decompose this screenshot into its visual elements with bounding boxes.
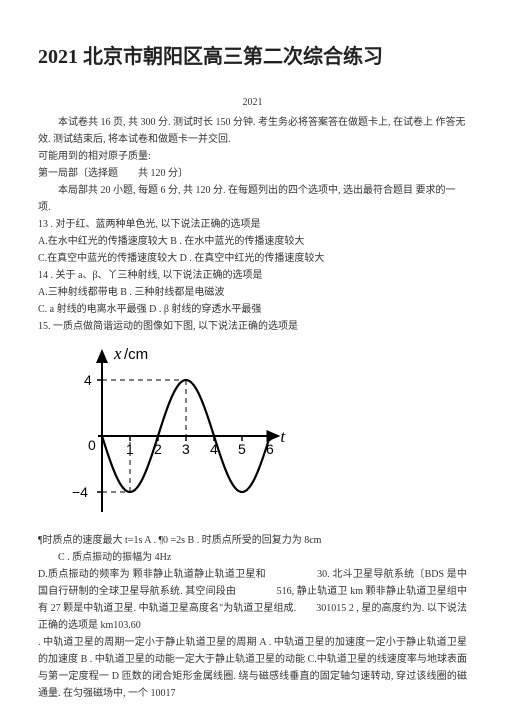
q14-opt-a: A.三种射线都带电: [38, 287, 118, 298]
q14-stem: 14 . 关于 a、β、丫三种射线, 以下说法正确的选项是: [38, 267, 467, 284]
svg-text:−4: −4: [72, 484, 88, 500]
paragraph-2: . 中轨道卫星的周期一定小于静止轨道卫星的周期 A . 中轨道卫星的加速度一定小…: [38, 634, 467, 702]
year-label: 2021: [38, 97, 467, 108]
q15-stem: 15. 一质点做简谐运动的图像如下图, 以下说法正确的选项是: [38, 318, 467, 335]
q15-opt-d: D.质点振动的频率为: [38, 569, 133, 580]
q14-options-row2: C. a 射线的电离水平最强 D . β 射线的穿透水平最强: [38, 301, 467, 318]
svg-text:0: 0: [88, 437, 96, 453]
q15-chart: x/cmt/s12345604−4: [62, 341, 467, 526]
q14-options-row1: A.三种射线都带电 B . 三种射线都是电磁波: [38, 284, 467, 301]
atomic-note: 可能用到的相对原子质量:: [38, 148, 467, 165]
q15-opt-c: C . 质点振动的振幅为 4Hz: [38, 549, 467, 566]
sine-wave-chart: x/cmt/s12345604−4: [62, 341, 287, 526]
q13-stem: 13 . 对于红、蓝两种单色光, 以下说法正确的选项是: [38, 216, 467, 233]
svg-text:t: t: [280, 427, 286, 446]
svg-text:5: 5: [238, 441, 246, 457]
svg-text:/cm: /cm: [124, 346, 148, 363]
q13-opt-b: B . 在水中蓝光的传播速度较大: [170, 236, 304, 247]
part1-desc: 本局部共 20 小题, 每题 6 分, 共 120 分. 在每题列出的四个选项中…: [38, 182, 467, 216]
q13-opt-c: C.在真空中蓝光的传播速度较大: [38, 253, 177, 264]
q13-options-row1: A.在水中红光的传播速度较大 B . 在水中蓝光的传播速度较大: [38, 233, 467, 250]
q14-opt-b: B . 三种射线都是电磁波: [120, 287, 224, 298]
q15-opts-ab: ¶时质点的速度最大 t=1s A . ¶0 =2s B . 时质点所受的回复力为…: [38, 532, 467, 549]
part1-heading: 第一局部〔选择题 共 120 分〕: [38, 165, 467, 182]
svg-text:x: x: [113, 344, 122, 363]
q13-opt-d: D . 在真空中红光的传播速度较大: [180, 253, 325, 264]
q13-options-row2: C.在真空中蓝光的传播速度较大 D . 在真空中红光的传播速度较大: [38, 250, 467, 267]
q13-opt-a: A.在水中红光的传播速度较大: [38, 236, 168, 247]
intro-text: 本试卷共 16 页, 共 300 分. 测试时长 150 分钟. 考生务必将答案…: [38, 114, 467, 148]
svg-text:4: 4: [84, 372, 92, 388]
q14-opt-d: D . β 射线的穿透水平最强: [149, 304, 261, 315]
svg-text:3: 3: [182, 441, 190, 457]
para1-a: 颗非静止轨道静止轨道卫星和: [133, 569, 266, 580]
paragraph-1: D.质点振动的频率为 颗非静止轨道静止轨道卫星和 30. 北斗卫星导航系统〔BD…: [38, 566, 467, 634]
q14-opt-c: C. a 射线的电离水平最强: [38, 304, 147, 315]
page-title: 2021 北京市朝阳区高三第二次综合练习: [38, 40, 467, 69]
